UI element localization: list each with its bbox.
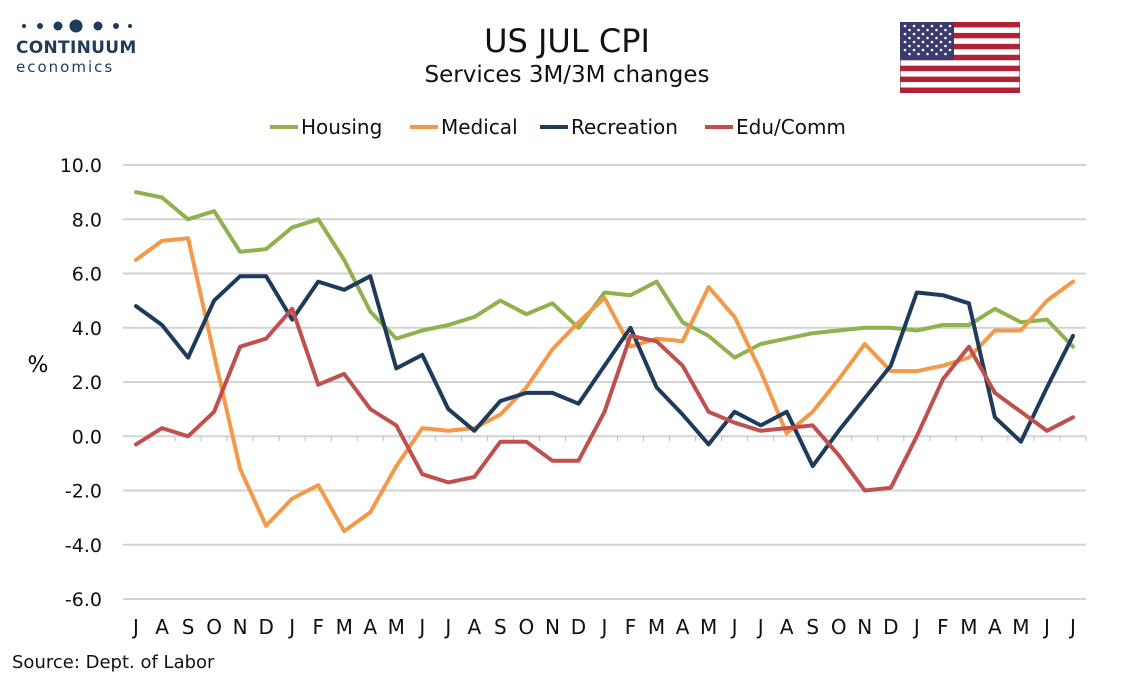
x-tick-label: M <box>700 615 717 639</box>
x-tick-label: S <box>182 615 195 639</box>
x-tick-label: F <box>937 615 949 639</box>
y-tick-label: 2.0 <box>72 372 102 394</box>
y-tick-label: 6.0 <box>72 264 102 286</box>
x-tick-label: A <box>155 615 169 639</box>
x-tick-label: J <box>1042 615 1050 639</box>
series-line-medical <box>134 236 1075 534</box>
source-note: Source: Dept. of Labor <box>12 652 215 673</box>
logo-word-economics: economics <box>16 58 115 76</box>
y-tick-label: 10.0 <box>60 155 102 177</box>
x-tick-label: J <box>730 615 738 639</box>
x-tick-label: D <box>571 615 586 639</box>
continuum-logo: CONTINUUM economics <box>14 14 137 84</box>
x-tick-label: J <box>1068 615 1076 639</box>
y-axis-ticks: 10.0 8.0 6.0 4.0 2.0 0.0 -2.0 -4.0 -6.0 <box>60 155 102 611</box>
x-tick-label: O <box>519 615 535 639</box>
x-tick-label: O <box>831 615 847 639</box>
y-tick-label: 8.0 <box>72 209 102 231</box>
y-tick-label: -6.0 <box>65 589 102 611</box>
legend-label: Housing <box>301 115 382 139</box>
x-tick-label: J <box>287 615 295 639</box>
x-tick-label: M <box>336 615 353 639</box>
series-line-educomm <box>134 306 1075 493</box>
x-tick-label: A <box>363 615 377 639</box>
x-tick-label: F <box>312 615 324 639</box>
x-tick-label: N <box>857 615 872 639</box>
x-tick-label: N <box>545 615 560 639</box>
x-tick-label: J <box>417 615 425 639</box>
chart-subtitle: Services 3M/3M changes <box>424 62 710 88</box>
logo-dots-icon <box>22 19 132 33</box>
x-tick-label: M <box>960 615 977 639</box>
x-tick-label: D <box>258 615 273 639</box>
x-tick-label: J <box>600 615 608 639</box>
x-tick-label: M <box>648 615 665 639</box>
y-axis-label: % <box>28 353 49 378</box>
y-tick-label: 4.0 <box>72 318 102 340</box>
x-tick-label: J <box>912 615 920 639</box>
x-tick-label: N <box>233 615 248 639</box>
chart-legend: Housing Medical Recreation Edu/Comm <box>270 115 846 139</box>
chart-series <box>134 190 1075 534</box>
x-tick-label: S <box>494 615 507 639</box>
chart-grid <box>123 164 1087 600</box>
x-tick-label: M <box>1012 615 1029 639</box>
legend-label: Edu/Comm <box>736 115 846 139</box>
y-tick-label: -4.0 <box>65 535 102 557</box>
x-tick-label: A <box>988 615 1002 639</box>
x-tick-label: J <box>131 615 139 639</box>
legend-label: Medical <box>441 115 518 139</box>
x-tick-label: A <box>780 615 794 639</box>
us-flag-icon <box>900 22 1020 93</box>
legend-label: Recreation <box>571 115 678 139</box>
x-tick-label: S <box>806 615 819 639</box>
y-tick-label: 0.0 <box>72 426 102 448</box>
x-tick-label: J <box>756 615 764 639</box>
x-tick-label: O <box>206 615 222 639</box>
y-tick-label: -2.0 <box>65 481 102 503</box>
series-line-recreation <box>134 274 1075 469</box>
series-line-housing <box>134 190 1075 360</box>
x-tick-label: D <box>883 615 898 639</box>
x-tick-label: A <box>468 615 482 639</box>
logo-word-continuum: CONTINUUM <box>16 38 137 58</box>
x-tick-label: F <box>625 615 637 639</box>
x-tick-label: J <box>443 615 451 639</box>
chart-title: US JUL CPI <box>484 22 650 60</box>
x-tick-label: A <box>676 615 690 639</box>
x-tick-label: M <box>388 615 405 639</box>
